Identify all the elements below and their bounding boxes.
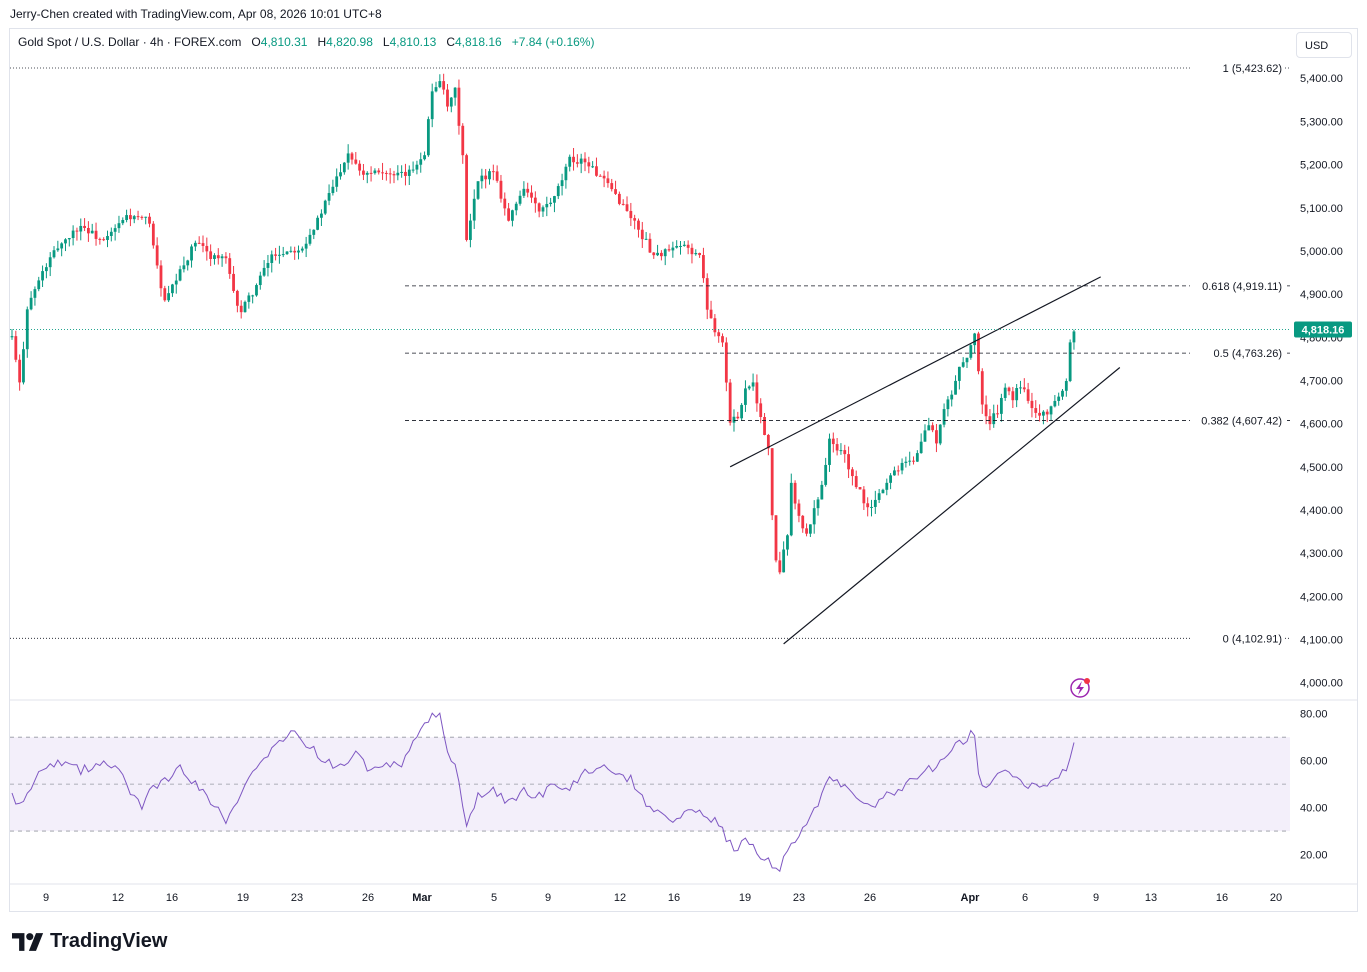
- open-label: O: [251, 35, 261, 49]
- high-value: 4,820.98: [326, 35, 373, 49]
- close-label: C: [446, 35, 455, 49]
- low-label: L: [382, 35, 390, 49]
- brand-name: TradingView: [50, 930, 168, 952]
- symbol-name: Gold Spot / U.S. Dollar · 4h · FOREX.com: [18, 35, 242, 49]
- high-label: H: [317, 35, 327, 49]
- currency-button[interactable]: USD: [1296, 32, 1352, 58]
- low-value: 4,810.13: [389, 35, 437, 49]
- tradingview-logo-icon: [12, 932, 44, 951]
- attribution-text: Jerry-Chen created with TradingView.com,…: [10, 7, 382, 21]
- chart-frame: [9, 28, 1358, 912]
- change-value: +7.84 (+0.16%): [511, 35, 595, 49]
- symbol-legend: Gold Spot / U.S. Dollar · 4h · FOREX.com…: [18, 35, 594, 49]
- close-value: 4,818.16: [455, 35, 502, 49]
- tradingview-brand: TradingView: [12, 930, 167, 953]
- open-value: 4,810.31: [260, 35, 308, 49]
